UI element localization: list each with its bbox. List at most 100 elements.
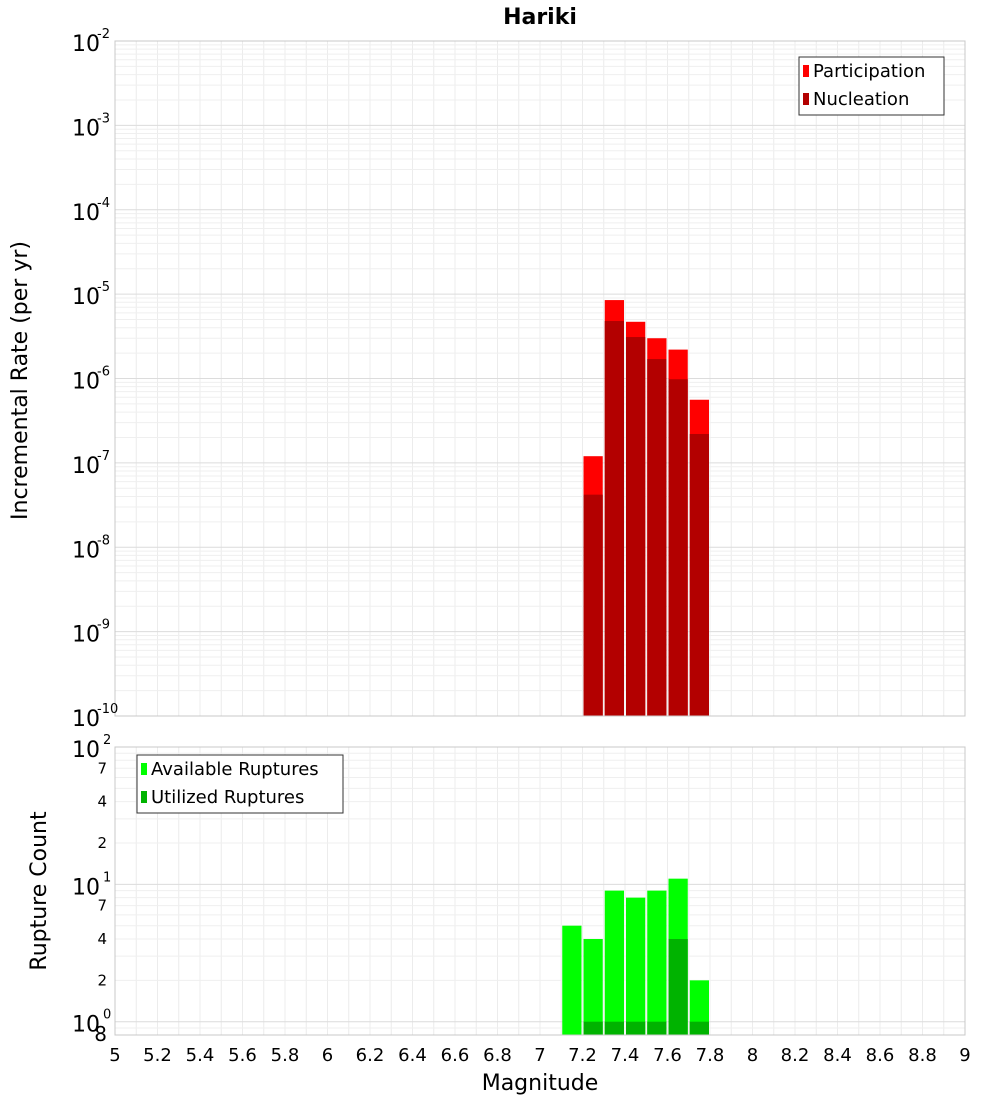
x-tick-label: 7.8 — [696, 1045, 725, 1066]
utilized-ruptures-bar — [626, 1021, 646, 1035]
legend-label: Nucleation — [813, 89, 909, 110]
utilized-ruptures-bar — [647, 1021, 667, 1035]
legend-swatch — [141, 791, 147, 803]
top-legend: Participation Nucleation — [798, 56, 945, 116]
y-tick-exponent: 1 — [103, 870, 111, 885]
x-tick-label: 8.6 — [866, 1045, 895, 1066]
utilized-ruptures-bar — [689, 1021, 709, 1035]
x-tick-label: 6.2 — [356, 1045, 385, 1066]
available-ruptures-bar — [583, 939, 603, 1035]
top-y-tick-label: 10-7 — [72, 449, 110, 479]
y-minor-tick-label: 2 — [97, 834, 107, 852]
y-tick-mantissa: 10 — [72, 201, 100, 226]
legend-label: Utilized Ruptures — [151, 787, 304, 808]
legend-label: Available Ruptures — [151, 759, 319, 780]
y-tick-mantissa: 10 — [72, 370, 100, 395]
legend-swatch — [803, 65, 809, 77]
legend-swatch — [803, 93, 809, 105]
y-tick-mantissa: 10 — [72, 1013, 100, 1038]
y-tick-exponent: 2 — [103, 733, 111, 748]
x-tick-label: 5.4 — [186, 1045, 215, 1066]
top-y-tick-label: 10-9 — [72, 618, 110, 648]
x-tick-label: 7.4 — [611, 1045, 640, 1066]
x-tick-label: 8.4 — [823, 1045, 852, 1066]
x-tick-label: 8.2 — [781, 1045, 810, 1066]
top-y-tick-label: 10-4 — [72, 196, 110, 226]
nucleation-bar — [604, 321, 624, 716]
legend-box — [136, 754, 344, 814]
y-tick-exponent: -2 — [97, 27, 110, 42]
x-tick-label: 5.8 — [271, 1045, 300, 1066]
bottom-bars — [562, 878, 709, 1035]
nucleation-bar — [647, 359, 667, 716]
y-tick-exponent: -7 — [97, 449, 110, 464]
available-ruptures-bar — [562, 925, 582, 1035]
legend-box — [798, 56, 945, 116]
y-tick-exponent: -8 — [97, 533, 110, 548]
x-tick-label: 7.2 — [568, 1045, 597, 1066]
y-tick-mantissa: 10 — [72, 32, 100, 57]
y-tick-exponent: -9 — [97, 618, 110, 633]
top-y-tick-label: 10-3 — [72, 111, 110, 141]
available-ruptures-bar — [689, 980, 709, 1035]
y-minor-tick-label: 2 — [97, 971, 107, 989]
bottom-y-tick-label: 10 2 — [72, 733, 111, 763]
x-tick-label: 6.6 — [441, 1045, 470, 1066]
x-tick-label: 6 — [322, 1045, 333, 1066]
legend-swatch — [141, 763, 147, 775]
y-tick-exponent: 0 — [103, 1008, 111, 1023]
y-minor-tick-label: 4 — [97, 930, 107, 948]
y-minor-tick-label: 4 — [97, 793, 107, 811]
y-tick-mantissa: 10 — [72, 454, 100, 479]
y-minor-tick-label: 8 — [94, 1022, 107, 1046]
nucleation-bar — [626, 337, 646, 716]
top-plot-border — [114, 40, 966, 717]
bottom-plot-border — [114, 746, 966, 1036]
top-y-tick-label: 10-6 — [72, 365, 110, 395]
available-ruptures-bar — [604, 890, 624, 1035]
utilized-ruptures-bar — [668, 939, 688, 1035]
nucleation-bar — [668, 379, 688, 716]
utilized-ruptures-bar — [604, 1021, 624, 1035]
top-y-tick-label: 10-5 — [72, 280, 110, 310]
top-bars — [583, 300, 709, 716]
utilized-ruptures-bar — [583, 1021, 603, 1035]
y-minor-tick-label: 7 — [97, 897, 107, 915]
y-tick-mantissa: 10 — [72, 738, 100, 763]
y-tick-exponent: -3 — [97, 111, 110, 126]
y-tick-exponent: -6 — [97, 365, 110, 380]
x-tick-label: 6.8 — [483, 1045, 512, 1066]
x-tick-label: 5.2 — [143, 1045, 172, 1066]
x-tick-label: 8.8 — [908, 1045, 937, 1066]
nucleation-bar — [583, 494, 603, 716]
y-tick-mantissa: 10 — [72, 623, 100, 648]
top-y-tick-label: 10-10 — [72, 702, 118, 732]
bottom-y-tick-label: 10 1 — [72, 870, 111, 900]
top-y-tick-label: 10-2 — [72, 27, 110, 57]
x-axis-label: Magnitude — [482, 1071, 599, 1096]
legend-label: Participation — [813, 61, 925, 82]
x-tick-label: 6.4 — [398, 1045, 427, 1066]
x-tick-label: 7.6 — [653, 1045, 682, 1066]
x-tick-label: 5 — [109, 1045, 120, 1066]
x-tick-label: 9 — [959, 1045, 970, 1066]
bottom-y-tick-label: 10 0 — [72, 1008, 111, 1038]
y-tick-mantissa: 10 — [72, 875, 100, 900]
y-tick-exponent: -4 — [97, 196, 110, 211]
bottom-y-axis-label: Rupture Count — [27, 811, 52, 971]
y-tick-mantissa: 10 — [72, 707, 100, 732]
top-y-tick-label: 10-8 — [72, 533, 110, 563]
available-ruptures-bar — [626, 897, 646, 1035]
y-tick-mantissa: 10 — [72, 285, 100, 310]
top-y-axis-label: Incremental Rate (per yr) — [8, 241, 33, 520]
x-ticks: 5 5.2 5.4 5.6 5.8 6 6.2 6.4 6.6 6.8 7 7.2 7.4 7.6 7.8 8… — [109, 1045, 970, 1066]
available-ruptures-bar — [647, 890, 667, 1035]
y-tick-exponent: -10 — [97, 702, 118, 717]
x-tick-label: 7 — [534, 1045, 545, 1066]
x-tick-label: 8 — [747, 1045, 758, 1066]
y-minor-tick-label: 7 — [97, 759, 107, 777]
